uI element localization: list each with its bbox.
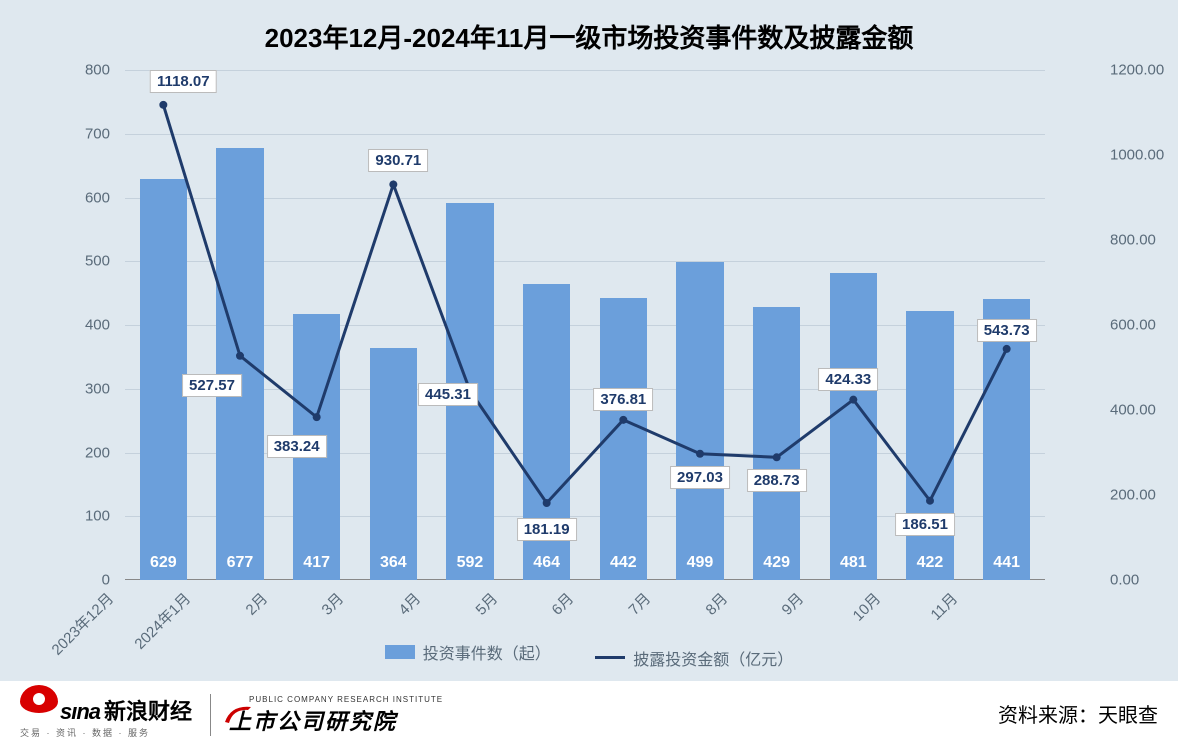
source-label: 资料来源： [998, 705, 1098, 727]
line-value-label: 445.31 [418, 383, 478, 406]
line-marker [926, 497, 934, 505]
line-value-label: 930.71 [368, 149, 428, 172]
x-tick-label: 9月 [777, 588, 808, 619]
line-marker [773, 453, 781, 461]
line-marker [543, 499, 551, 507]
x-tick-label: 7月 [623, 588, 654, 619]
y-tick-left: 600 [85, 189, 110, 206]
x-tick-label: 8月 [700, 588, 731, 619]
swoosh-icon [223, 697, 253, 727]
line-marker [696, 450, 704, 458]
y-tick-right: 200.00 [1110, 487, 1156, 504]
line-value-label: 424.33 [818, 368, 878, 391]
line-value-label: 527.57 [182, 374, 242, 397]
line-marker [619, 416, 627, 424]
institute-cn: 上市公司研究院 [229, 704, 443, 736]
x-tick-label: 3月 [317, 588, 348, 619]
institute-logo-block: PUBLIC COMPANY RESEARCH INSTITUTE 上市公司研究… [229, 695, 443, 736]
line-value-label: 186.51 [895, 513, 955, 536]
legend-bar-swatch [385, 645, 415, 659]
x-tick-label: 6月 [547, 588, 578, 619]
divider [210, 694, 211, 736]
line-value-label: 181.19 [517, 518, 577, 541]
sina-en: sına [60, 699, 100, 725]
legend-bar-label: 投资事件数（起） [423, 640, 551, 664]
line-marker [159, 101, 167, 109]
x-tick-label: 2月 [240, 588, 271, 619]
line-marker [1003, 345, 1011, 353]
y-tick-right: 600.00 [1110, 317, 1156, 334]
legend: 投资事件数（起） 披露投资金额（亿元） [0, 640, 1178, 670]
y-tick-right: 1000.00 [1110, 147, 1164, 164]
x-tick-label: 5月 [470, 588, 501, 619]
y-tick-right: 400.00 [1110, 402, 1156, 419]
y-tick-left: 500 [85, 253, 110, 270]
sina-cn: 新浪财经 [104, 694, 192, 726]
y-tick-left: 400 [85, 317, 110, 334]
footer-left-logos: sına 新浪财经 交易 · 资讯 · 数据 · 服务 PUBLIC COMPA… [20, 691, 443, 739]
footer: sına 新浪财经 交易 · 资讯 · 数据 · 服务 PUBLIC COMPA… [0, 681, 1178, 741]
sina-eye-icon [20, 685, 58, 713]
line-svg [125, 70, 1045, 580]
sina-sub: 交易 · 资讯 · 数据 · 服务 [20, 726, 192, 739]
line-value-label: 383.24 [267, 435, 327, 458]
line-value-label: 1118.07 [150, 70, 217, 93]
x-axis: 2023年12月2024年1月2月3月4月5月6月7月8月9月10月11月 [55, 580, 975, 640]
source-text: 资料来源：天眼查 [998, 699, 1158, 728]
y-tick-left: 700 [85, 125, 110, 142]
line-value-label: 297.03 [670, 466, 730, 489]
line-marker [313, 413, 321, 421]
x-tick-label: 4月 [393, 588, 424, 619]
chart-area: 0100200300400500600700800 0.00200.00400.… [70, 70, 1110, 580]
y-tick-left: 100 [85, 508, 110, 525]
plot-area: 6296774173645924644424994294814224411118… [125, 70, 1045, 580]
legend-line-swatch [595, 656, 625, 659]
y-tick-left: 800 [85, 62, 110, 79]
institute-en: PUBLIC COMPANY RESEARCH INSTITUTE [249, 695, 443, 704]
chart-title: 2023年12月-2024年11月一级市场投资事件数及披露金额 [0, 0, 1178, 55]
y-tick-left: 300 [85, 380, 110, 397]
y-tick-right: 1200.00 [1110, 62, 1164, 79]
legend-line-item: 披露投资金额（亿元） [595, 646, 793, 670]
y-tick-left: 200 [85, 444, 110, 461]
x-tick-label: 10月 [848, 588, 885, 625]
line-value-label: 288.73 [747, 469, 807, 492]
source-value: 天眼查 [1098, 705, 1158, 727]
y-axis-right: 0.00200.00400.00600.00800.001000.001200.… [1110, 70, 1178, 580]
legend-bar-item: 投资事件数（起） [385, 640, 551, 664]
legend-line-label: 披露投资金额（亿元） [633, 646, 793, 670]
line-marker [849, 396, 857, 404]
y-axis-left: 0100200300400500600700800 [60, 70, 120, 580]
line-marker [236, 352, 244, 360]
line-value-label: 543.73 [977, 319, 1037, 342]
x-tick-label: 11月 [925, 588, 961, 624]
sina-logo-block: sına 新浪财经 交易 · 资讯 · 数据 · 服务 [20, 691, 192, 739]
y-tick-right: 800.00 [1110, 232, 1156, 249]
line-marker [389, 180, 397, 188]
y-tick-right: 0.00 [1110, 572, 1139, 589]
line-value-label: 376.81 [593, 388, 653, 411]
